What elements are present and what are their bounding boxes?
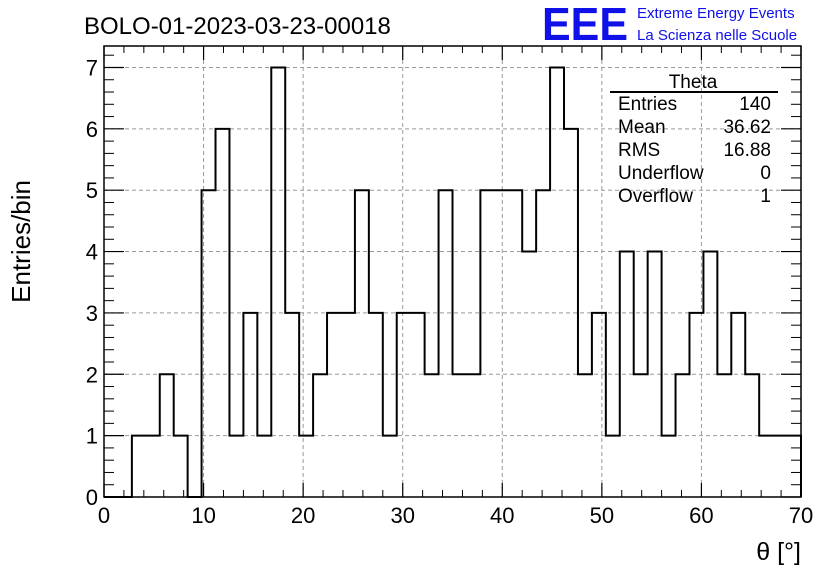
logo-line-1: Extreme Energy Events — [637, 5, 795, 22]
stats-value-entries: 140 — [739, 94, 771, 115]
stats-title: Theta — [669, 72, 718, 93]
y-tick-label: 7 — [86, 55, 98, 80]
x-tick-label: 20 — [291, 503, 315, 528]
stats-value-underflow: 0 — [760, 163, 771, 184]
y-tick-label: 1 — [86, 424, 98, 449]
y-tick-label: 2 — [86, 362, 98, 387]
x-axis-label: θ [°] — [756, 538, 801, 566]
x-tick-label: 50 — [590, 503, 614, 528]
stats-value-rms: 16.88 — [723, 140, 771, 161]
grid-lines — [104, 46, 801, 497]
histogram-outline — [104, 66, 802, 498]
y-tick-label: 5 — [86, 178, 98, 203]
y-tick-label: 0 — [86, 485, 98, 510]
stats-label-rms: RMS — [618, 140, 660, 161]
stats-value-mean: 36.62 — [723, 117, 771, 138]
x-tick-label: 0 — [98, 503, 110, 528]
run-title: BOLO-01-2023-03-23-00018 — [84, 13, 391, 40]
stats-label-entries: Entries — [618, 94, 677, 115]
stats-label-overflow: Overflow — [618, 186, 693, 207]
axis-ticks — [103, 46, 802, 498]
x-tick-label: 70 — [789, 503, 813, 528]
stats-label-underflow: Underflow — [618, 163, 704, 184]
y-axis-label: Entries/bin — [6, 180, 36, 303]
logo-line-2: La Scienza nelle Scuole — [637, 27, 797, 44]
stats-box: Theta Entries 140 Mean 36.62 RMS 16.88 U… — [610, 72, 778, 207]
x-tick-label: 60 — [689, 503, 713, 528]
stats-value-overflow: 1 — [760, 186, 771, 207]
x-tick-label: 40 — [490, 503, 514, 528]
plot-frame — [103, 45, 802, 498]
y-tick-label: 3 — [86, 301, 98, 326]
x-tick-label: 10 — [191, 503, 215, 528]
y-tick-label: 4 — [86, 240, 98, 265]
x-tick-label: 30 — [390, 503, 414, 528]
y-tick-label: 6 — [86, 117, 98, 142]
eee-logo: EEE — [542, 0, 628, 50]
stats-label-mean: Mean — [618, 117, 666, 138]
